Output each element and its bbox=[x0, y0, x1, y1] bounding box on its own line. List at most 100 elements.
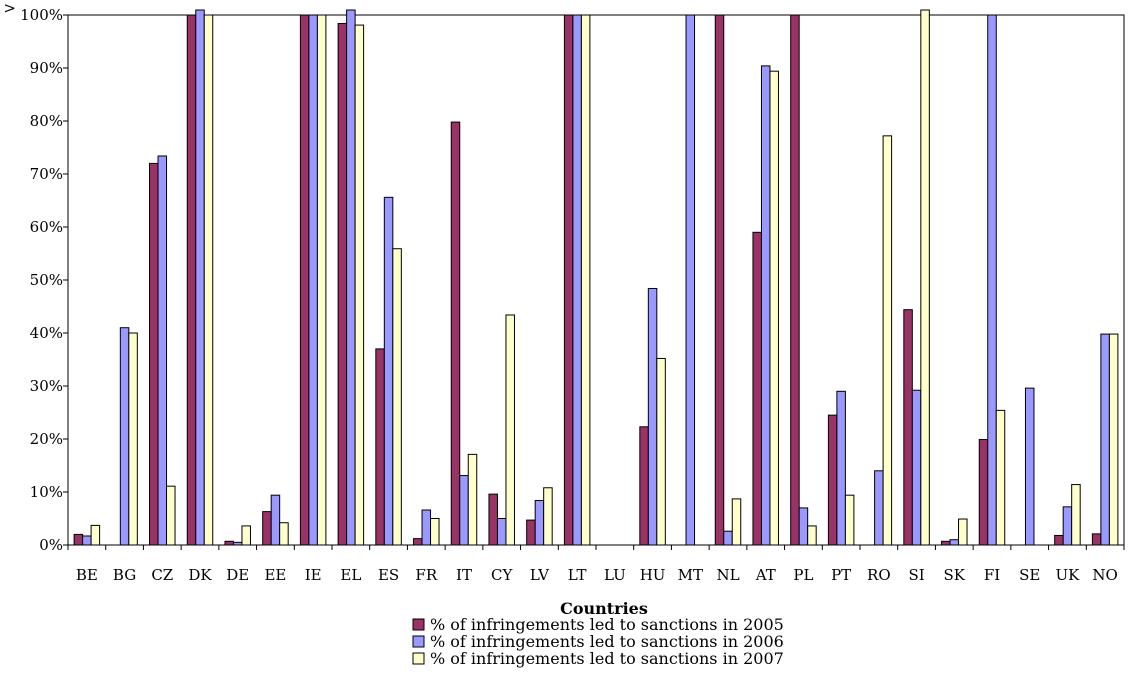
bar-de-series-1 bbox=[224, 540, 234, 546]
bar-uk-series-3 bbox=[1071, 484, 1081, 546]
bar-uk-series-2 bbox=[1062, 506, 1073, 546]
y-tick-label: 20% bbox=[30, 430, 63, 448]
bar-lt-series-2 bbox=[572, 14, 582, 546]
bar-nl-series-3 bbox=[731, 498, 742, 546]
x-tick-label: SI bbox=[908, 566, 924, 584]
bar-lv-series-2 bbox=[534, 499, 545, 546]
x-tick-label: PL bbox=[793, 566, 813, 584]
bar-sk-series-2 bbox=[949, 539, 960, 546]
y-tick-label: 60% bbox=[30, 218, 63, 236]
bar-sk-series-1 bbox=[941, 540, 951, 546]
x-tick-label: PT bbox=[831, 566, 851, 584]
bar-at-series-2 bbox=[760, 65, 771, 546]
bar-it-series-3 bbox=[467, 453, 478, 546]
bar-dk-series-2 bbox=[195, 9, 205, 546]
y-tick-label: 30% bbox=[30, 377, 63, 395]
bar-fi-series-3 bbox=[995, 409, 1006, 546]
bar-no-series-2 bbox=[1100, 333, 1110, 546]
bar-de-series-3 bbox=[241, 525, 251, 546]
bar-dk-series-3 bbox=[203, 14, 214, 546]
bar-pl-series-2 bbox=[798, 507, 809, 546]
legend-swatch bbox=[412, 635, 425, 648]
bar-lt-series-3 bbox=[580, 14, 591, 546]
bar-lt-series-1 bbox=[563, 14, 574, 546]
x-tick-label: CY bbox=[491, 566, 513, 584]
legend-label: % of infringements led to sanctions in 2… bbox=[430, 632, 784, 651]
bar-el-series-1 bbox=[337, 22, 348, 546]
bar-pl-series-1 bbox=[790, 14, 800, 546]
bar-no-series-1 bbox=[1091, 533, 1102, 546]
bar-it-series-2 bbox=[459, 475, 469, 546]
x-tick-label: DK bbox=[188, 566, 212, 584]
bar-ro-series-2 bbox=[874, 470, 884, 546]
bar-hu-series-1 bbox=[639, 426, 649, 546]
bar-cz-series-3 bbox=[166, 485, 176, 546]
bar-cz-series-2 bbox=[157, 155, 168, 546]
bar-sk-series-3 bbox=[958, 518, 968, 546]
plot-area bbox=[67, 14, 1125, 546]
x-tick-label: IT bbox=[456, 566, 472, 584]
bar-cy-series-1 bbox=[488, 493, 498, 546]
x-tick-label: CZ bbox=[151, 566, 173, 584]
x-tick-label: NO bbox=[1092, 566, 1117, 584]
bar-es-series-3 bbox=[392, 248, 402, 546]
bar-fr-series-1 bbox=[413, 538, 423, 546]
bar-si-series-1 bbox=[903, 309, 913, 546]
y-tick-label: 80% bbox=[30, 112, 63, 130]
legend-label: % of infringements led to sanctions in 2… bbox=[430, 615, 784, 634]
bar-bg-series-2 bbox=[119, 327, 130, 546]
x-axis: BE BG CZ DK DE EE IE EL ES FR IT CY LV LT LU HU MT NL AT PL… bbox=[67, 545, 1125, 584]
x-tick-label: ES bbox=[378, 566, 399, 584]
bar-fi-series-1 bbox=[978, 439, 989, 546]
bar-ee-series-1 bbox=[262, 511, 272, 546]
x-tick-label: NL bbox=[716, 566, 739, 584]
bar-it-series-1 bbox=[450, 121, 461, 546]
x-tick-label: FI bbox=[984, 566, 1000, 584]
bar-mt-series-2 bbox=[685, 14, 696, 546]
bar-ee-series-2 bbox=[270, 494, 281, 546]
bars bbox=[73, 9, 1119, 546]
x-tick-label: SE bbox=[1019, 566, 1040, 584]
legend-swatch bbox=[412, 618, 425, 631]
bar-bg-series-3 bbox=[128, 332, 138, 546]
bar-si-series-3 bbox=[920, 9, 930, 546]
bar-ie-series-1 bbox=[299, 14, 310, 546]
bar-cz-series-1 bbox=[149, 162, 159, 546]
bar-at-series-1 bbox=[752, 231, 762, 546]
bar-ie-series-2 bbox=[308, 14, 318, 546]
bar-lv-series-3 bbox=[543, 487, 553, 546]
bar-se-series-2 bbox=[1024, 387, 1035, 546]
x-tick-label: DE bbox=[226, 566, 249, 584]
bar-ie-series-3 bbox=[316, 14, 327, 546]
bar-el-series-3 bbox=[354, 24, 365, 546]
y-tick-label: 90% bbox=[30, 59, 63, 77]
legend-swatch bbox=[412, 652, 425, 665]
x-tick-label: BE bbox=[76, 566, 98, 584]
x-tick-label: UK bbox=[1055, 566, 1080, 584]
bar-be-series-3 bbox=[90, 524, 101, 546]
bar-hu-series-3 bbox=[656, 357, 666, 546]
bar-hu-series-2 bbox=[647, 287, 658, 546]
y-axis: 0% 10% 20% 30% 40% 50% 60% 70% 80% 90% 100%> bbox=[3, 0, 68, 554]
bar-no-series-3 bbox=[1108, 333, 1119, 546]
legend-label: % of infringements led to sanctions in 2… bbox=[430, 649, 784, 668]
bar-es-series-2 bbox=[383, 196, 394, 546]
bar-es-series-1 bbox=[375, 348, 385, 546]
x-tick-label: RO bbox=[867, 566, 891, 584]
bar-pl-series-3 bbox=[807, 525, 817, 546]
y-tick-label: 10% bbox=[30, 483, 63, 501]
x-tick-label: FR bbox=[415, 566, 437, 584]
y-overflow-marker: > bbox=[3, 0, 16, 17]
x-tick-label: EE bbox=[264, 566, 286, 584]
x-tick-label: AT bbox=[755, 566, 776, 584]
bar-cy-series-2 bbox=[496, 518, 507, 546]
x-tick-label: HU bbox=[640, 566, 666, 584]
y-tick-label: 40% bbox=[30, 324, 63, 342]
x-tick-label: EL bbox=[340, 566, 361, 584]
x-tick-label: IE bbox=[305, 566, 322, 584]
bar-ee-series-3 bbox=[279, 522, 289, 546]
legend: % of infringements led to sanctions in 2… bbox=[412, 615, 784, 668]
y-tick-label: 0% bbox=[39, 536, 63, 554]
x-tick-label: MT bbox=[678, 566, 703, 584]
